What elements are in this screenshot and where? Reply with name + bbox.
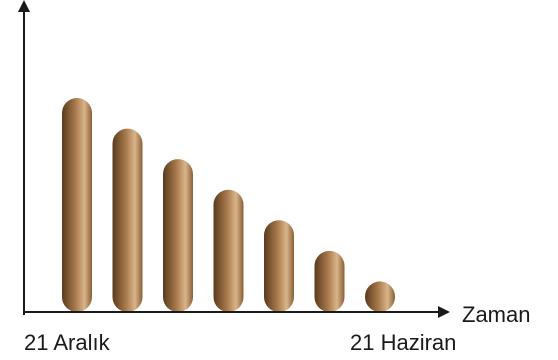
bar-6 xyxy=(314,250,345,312)
bar-7 xyxy=(365,281,395,312)
bar-2 xyxy=(112,128,143,312)
x-axis-label: Zaman xyxy=(462,302,530,327)
bar-4 xyxy=(213,189,244,312)
bar-1 xyxy=(62,98,92,312)
bars-group xyxy=(62,98,395,312)
bar-3 xyxy=(163,159,193,312)
x-axis-arrow-icon xyxy=(438,306,450,318)
x-tick-end-label: 21 Haziran xyxy=(350,330,456,355)
x-tick-start-label: 21 Aralık xyxy=(24,330,111,355)
bar-5 xyxy=(264,220,294,312)
y-axis-arrow-icon xyxy=(18,0,30,12)
